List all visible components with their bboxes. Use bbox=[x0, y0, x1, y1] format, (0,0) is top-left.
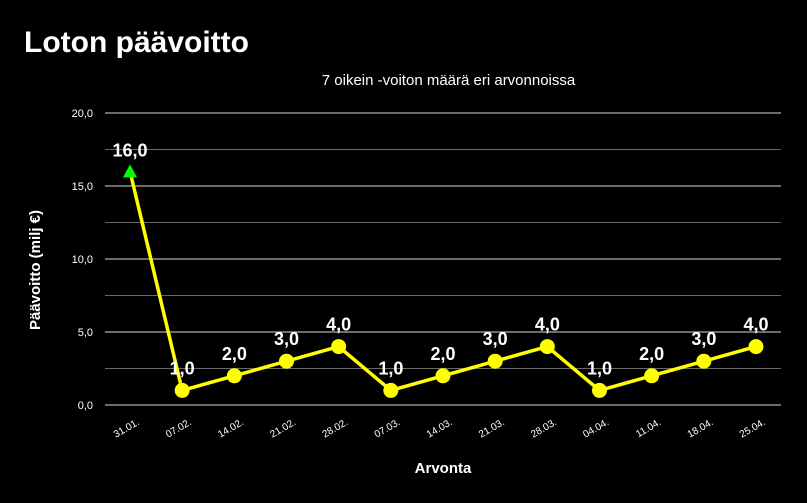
y-axis-label: Päävoitto (milj €) bbox=[27, 210, 44, 330]
x-tick-label: 11.04. bbox=[634, 417, 663, 440]
data-label: 4,0 bbox=[535, 315, 560, 335]
data-label: 2,0 bbox=[222, 344, 247, 364]
data-label: 3,0 bbox=[483, 329, 508, 349]
data-label: 1,0 bbox=[587, 358, 612, 378]
x-tick-label: 21.03. bbox=[477, 417, 507, 440]
data-label: 1,0 bbox=[378, 358, 403, 378]
data-markers bbox=[123, 164, 764, 398]
data-marker bbox=[331, 339, 347, 355]
data-marker-triangle bbox=[123, 164, 137, 178]
data-marker bbox=[279, 353, 294, 369]
data-label: 1,0 bbox=[170, 358, 195, 378]
data-label: 2,0 bbox=[639, 344, 664, 364]
data-label: 4,0 bbox=[326, 315, 351, 335]
data-marker bbox=[174, 382, 190, 398]
x-tick-label: 25.04. bbox=[738, 417, 768, 440]
chart-title: Loton päävoitto bbox=[24, 26, 249, 59]
data-marker bbox=[592, 382, 607, 398]
chart-subtitle: 7 oikein -voiton määrä eri arvonnoissa bbox=[321, 72, 576, 89]
data-marker bbox=[435, 368, 451, 384]
data-label: 3,0 bbox=[274, 329, 299, 349]
data-marker bbox=[748, 339, 764, 355]
data-label: 3,0 bbox=[691, 329, 716, 349]
data-marker bbox=[226, 368, 242, 384]
x-tick-label: 04.04. bbox=[581, 417, 611, 440]
data-marker bbox=[644, 368, 660, 384]
x-tick-label: 18.04. bbox=[686, 417, 716, 440]
x-tick-label: 28.02. bbox=[321, 417, 351, 440]
data-marker bbox=[487, 353, 503, 369]
x-tick-label: 07.02. bbox=[164, 417, 194, 440]
y-axis-ticks: 0,0 5,0 10,0 15,0 20,0 bbox=[72, 108, 93, 412]
x-axis-ticks: 31.01. 07.02. 14.02. 21.02. 28.02. 07.03. 14.0… bbox=[112, 417, 768, 440]
data-marker bbox=[696, 353, 712, 369]
x-tick-label: 31.01. bbox=[112, 417, 142, 440]
x-tick-label: 14.03. bbox=[425, 417, 455, 440]
y-tick-label: 5,0 bbox=[78, 327, 93, 339]
data-marker bbox=[383, 382, 399, 398]
data-label: 16,0 bbox=[112, 140, 147, 160]
x-tick-label: 28.03. bbox=[529, 417, 559, 440]
y-tick-label: 10,0 bbox=[72, 254, 93, 266]
data-marker bbox=[539, 339, 555, 355]
x-axis-label: Arvonta bbox=[415, 460, 472, 477]
x-tick-label: 07.03. bbox=[373, 417, 403, 440]
data-label: 2,0 bbox=[430, 344, 455, 364]
y-tick-label: 0,0 bbox=[78, 400, 93, 412]
x-tick-label: 14.02. bbox=[216, 417, 246, 440]
data-labels: 16,0 1,0 2,0 3,0 4,0 1,0 2,0 3,0 4,0 1,0 2,0 3,0 4,0 bbox=[112, 140, 768, 378]
y-tick-label: 15,0 bbox=[72, 181, 93, 193]
data-label: 4,0 bbox=[743, 315, 768, 335]
y-tick-label: 20,0 bbox=[72, 108, 93, 120]
x-tick-label: 21.02. bbox=[268, 417, 298, 440]
gridlines bbox=[105, 112, 781, 406]
